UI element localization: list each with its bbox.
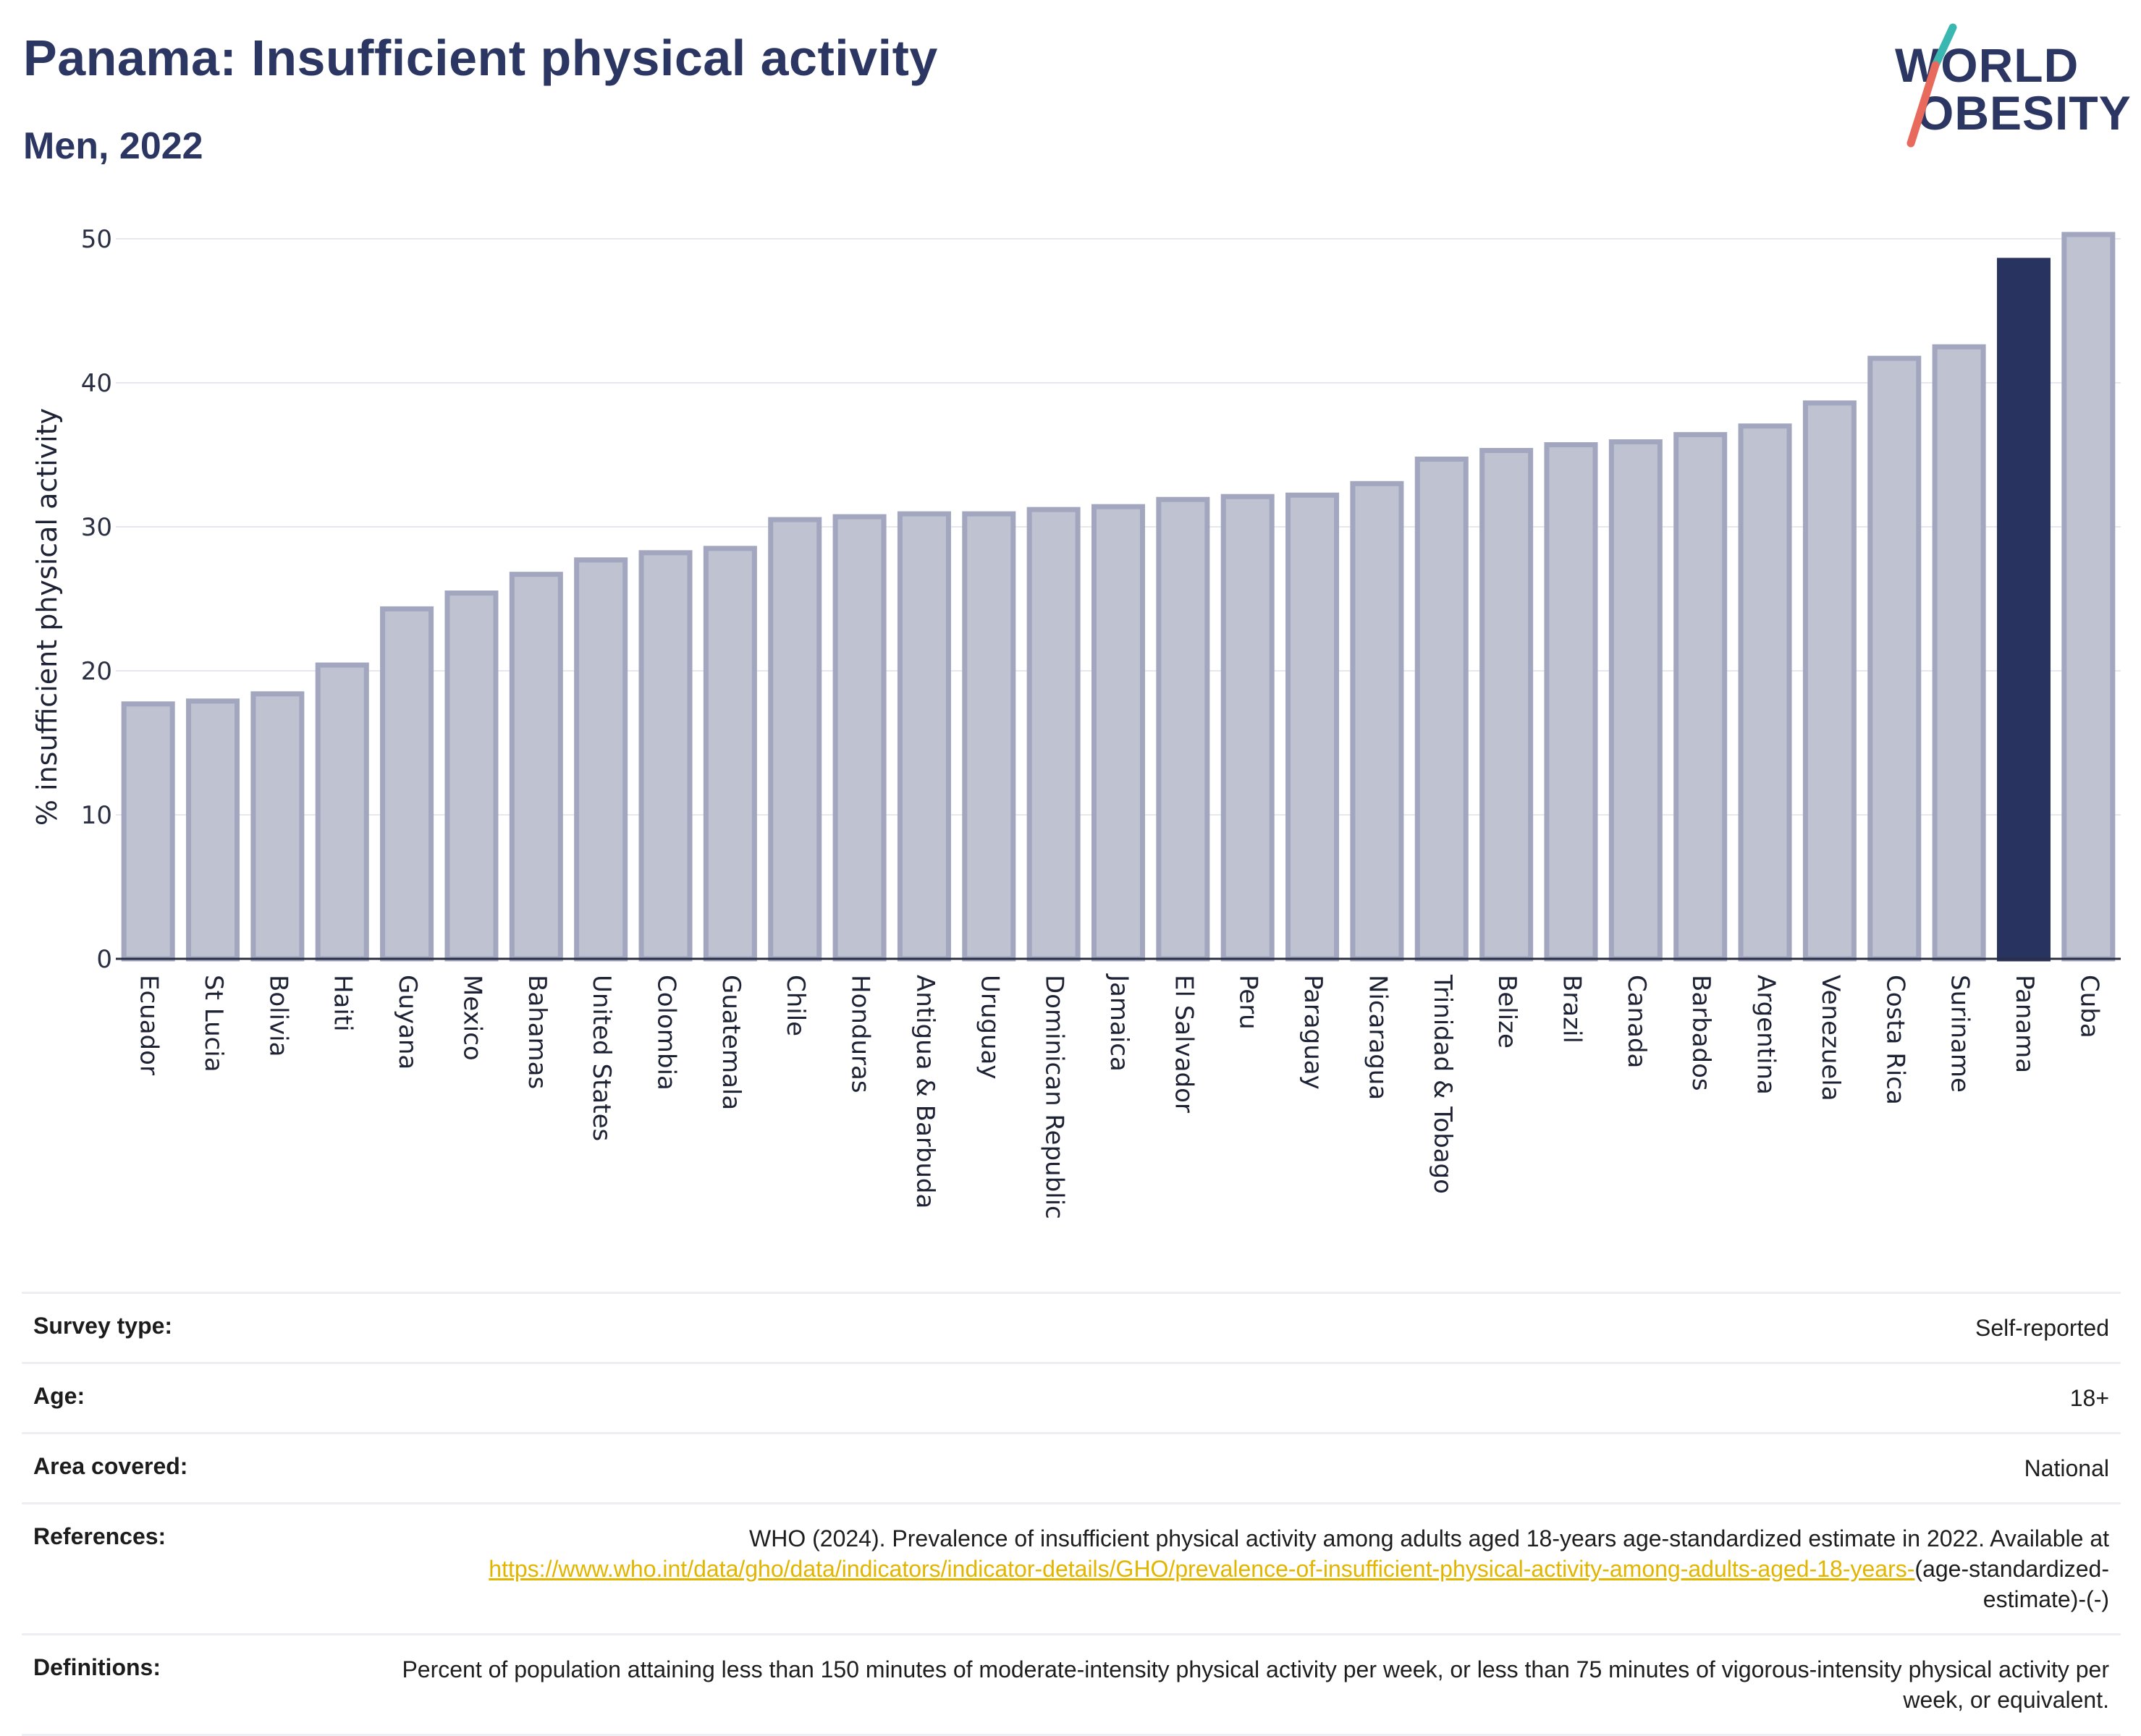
bar-cuba (2061, 232, 2116, 962)
bar-jamaica (1091, 504, 1146, 962)
bar-dominican-republic (1026, 507, 1081, 962)
age-value: 18+ (2069, 1385, 2109, 1411)
bar-peru (1220, 494, 1275, 962)
bar-costa-rica (1867, 355, 1922, 962)
x-tick-label: Colombia (652, 975, 681, 1091)
definitions-label: Definitions: (33, 1654, 161, 1680)
bar-canada (1608, 439, 1663, 962)
references-link[interactable]: https://www.who.int/data/gho/data/indica… (489, 1556, 1915, 1582)
bar-argentina (1738, 423, 1792, 962)
y-tick-label: 30 (81, 513, 112, 542)
area-covered-row: Area covered: National (22, 1432, 2121, 1502)
references-value: WHO (2024). Prevalence of insufficient p… (395, 1523, 2109, 1614)
y-tick-label: 40 (81, 369, 112, 398)
bar-guatemala (703, 546, 757, 962)
bar-chart: 0 10 20 30 40 50 Ecuador St Lucia Bolivia Haiti G… (31, 225, 2121, 1219)
bar-nicaragua (1350, 480, 1404, 962)
x-tick-label: Guyana (393, 975, 422, 1070)
x-axis-labels: Ecuador St Lucia Bolivia Haiti Guyana Mexico B… (135, 973, 2104, 1219)
x-tick-label: Cuba (2074, 975, 2103, 1038)
references-label: References: (33, 1523, 166, 1549)
bar-panama (1996, 258, 2051, 962)
area-covered-value: National (2024, 1455, 2109, 1481)
page-subtitle: Men, 2022 (23, 125, 203, 167)
bar-honduras (832, 514, 887, 962)
x-tick-label: Bahamas (523, 975, 552, 1089)
logo-line-2: OBESITY (1917, 86, 2132, 140)
bars (121, 232, 2116, 962)
bar-suriname (1932, 344, 1986, 962)
bar-ecuador (121, 701, 175, 962)
x-tick-label: Costa Rica (1880, 975, 1909, 1105)
x-tick-label: Dominican Republic (1040, 975, 1069, 1219)
x-tick-label: Guatemala (717, 975, 746, 1110)
x-tick-label: Bolivia (263, 975, 292, 1057)
logo-line-1: WORLD (1895, 38, 2079, 92)
definitions-row: Definitions: Percent of population attai… (22, 1633, 2121, 1736)
x-tick-label: Brazil (1557, 975, 1586, 1043)
survey-type-value: Self-reported (1975, 1315, 2109, 1341)
bar-bolivia (250, 691, 305, 962)
bar-chile (768, 517, 822, 962)
bar-barbados (1673, 432, 1728, 962)
x-tick-label: Paraguay (1298, 975, 1327, 1090)
x-tick-label: Barbados (1686, 975, 1715, 1091)
x-tick-label: Venezuela (1816, 975, 1845, 1101)
y-tick-label: 50 (81, 225, 112, 254)
x-tick-label: Suriname (1946, 975, 1975, 1093)
survey-type-row: Survey type: Self-reported (22, 1292, 2121, 1362)
y-tick-label: 0 (96, 945, 112, 974)
x-tick-label: Nicaragua (1363, 975, 1392, 1100)
y-tick-label: 10 (81, 801, 112, 830)
logo-slash-icon (1906, 23, 1957, 148)
age-row: Age: 18+ (22, 1362, 2121, 1432)
age-label: Age: (33, 1383, 85, 1409)
x-tick-label: Argentina (1752, 975, 1781, 1095)
x-tick-label: Antigua & Barbuda (911, 975, 939, 1208)
x-tick-label: Peru (1234, 975, 1263, 1030)
x-tick-label: El Salvador (1169, 975, 1198, 1113)
bar-bahamas (509, 572, 563, 962)
bar-colombia (638, 550, 693, 962)
x-tick-label: St Lucia (199, 975, 228, 1072)
area-covered-label: Area covered: (33, 1453, 188, 1479)
bar-guyana (380, 606, 434, 962)
bar-uruguay (962, 511, 1016, 962)
x-tick-label: Trinidad & Tobago (1428, 974, 1457, 1194)
bar-st-lucia (186, 698, 240, 962)
y-axis-title: % insufficient physical activity (31, 408, 63, 826)
bar-haiti (315, 662, 369, 962)
world-obesity-logo: WORLD OBESITY (1889, 22, 2131, 152)
references-row: References: WHO (2024). Prevalence of in… (22, 1502, 2121, 1633)
x-tick-label: Haiti (329, 975, 358, 1032)
x-tick-label: Uruguay (975, 975, 1004, 1080)
x-tick-label: Canada (1622, 975, 1651, 1068)
bar-belize (1479, 448, 1534, 962)
references-text-suffix: (age-standardized-estimate)-(-) (1914, 1556, 2109, 1612)
bar-antigua-barbuda (897, 511, 951, 962)
x-tick-label: Belize (1492, 975, 1521, 1049)
bar-brazil (1544, 442, 1598, 962)
bar-trinidad-tobago (1414, 456, 1469, 962)
x-tick-label: United States (587, 975, 616, 1141)
bar-venezuela (1802, 400, 1857, 962)
references-text: WHO (2024). Prevalence of insufficient p… (749, 1525, 2109, 1551)
y-axis-ticks: 0 10 20 30 40 50 (81, 225, 112, 974)
y-tick-label: 20 (81, 657, 112, 686)
bar-united-states (574, 557, 628, 962)
bar-paraguay (1285, 492, 1340, 962)
survey-type-label: Survey type: (33, 1313, 173, 1339)
x-tick-label: Mexico (457, 975, 486, 1061)
metadata-table: Survey type: Self-reported Age: 18+ Area… (22, 1292, 2121, 1736)
x-tick-label: Honduras (846, 975, 875, 1093)
x-tick-label: Panama (2010, 975, 2039, 1073)
definitions-value: Percent of population attaining less tha… (402, 1656, 2109, 1713)
x-tick-label: Ecuador (135, 975, 164, 1075)
page-title: Panama: Insufficient physical activity (23, 30, 938, 86)
x-tick-label: Chile (781, 975, 810, 1036)
x-tick-label: Jamaica (1105, 973, 1133, 1072)
bar-mexico (444, 590, 499, 962)
bar-el-salvador (1156, 496, 1210, 962)
